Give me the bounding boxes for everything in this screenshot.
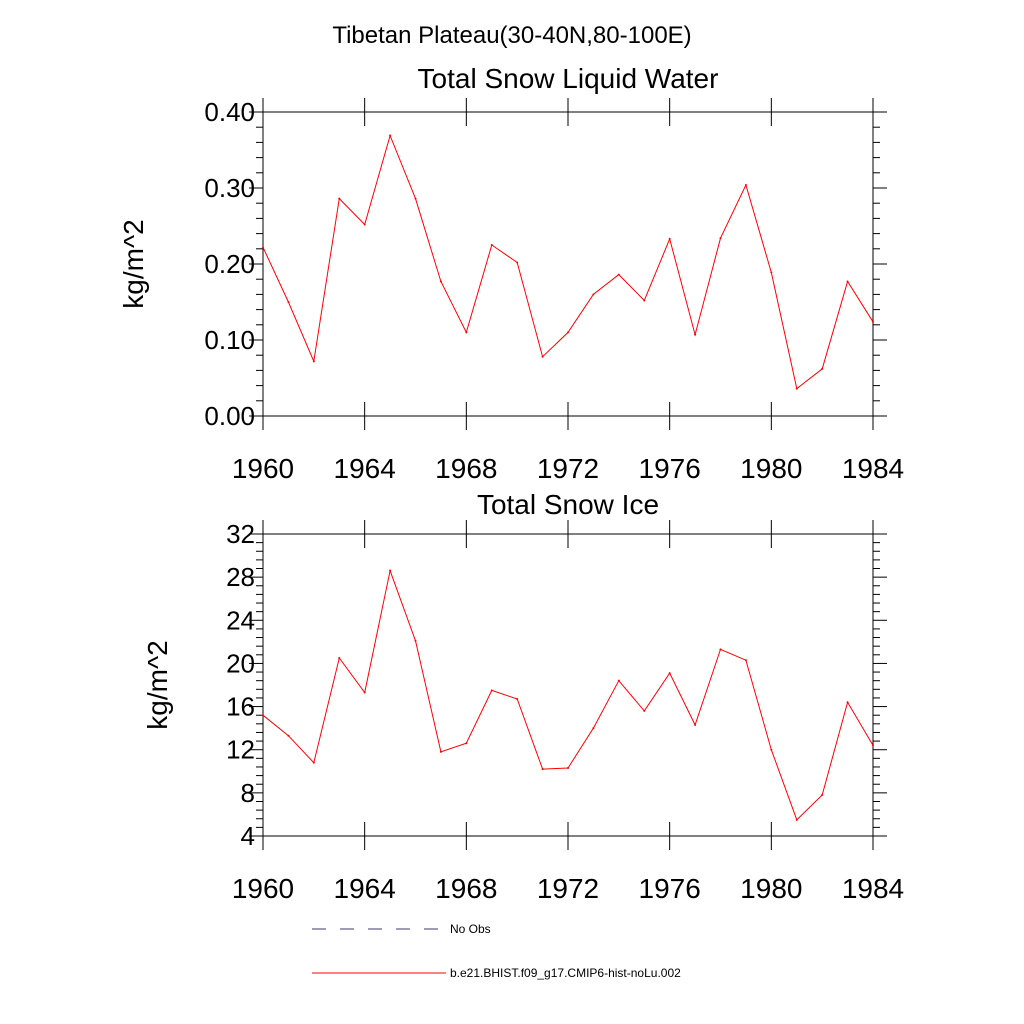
data-point: [414, 639, 417, 642]
data-point: [490, 244, 493, 246]
data-point: [821, 367, 824, 370]
data-point: [363, 691, 366, 694]
y-tick-label: 12: [226, 735, 255, 765]
y-axis-label: kg/m^2: [142, 640, 173, 729]
x-tick-label: 1980: [740, 453, 802, 484]
y-axis-label: kg/m^2: [118, 219, 149, 308]
x-tick-label: 1964: [334, 873, 396, 904]
data-point: [617, 273, 620, 276]
data-point: [490, 689, 493, 692]
data-point: [287, 301, 290, 303]
y-tick-label: 32: [226, 519, 255, 549]
data-point: [719, 648, 722, 651]
data-point: [744, 659, 747, 662]
data-point: [414, 197, 417, 200]
y-tick-label: 0.30: [204, 173, 255, 203]
data-point: [668, 672, 671, 675]
x-tick-label: 1960: [232, 453, 294, 484]
y-tick-label: 28: [226, 562, 255, 592]
data-point: [668, 237, 671, 240]
data-point: [439, 280, 442, 283]
data-point: [389, 569, 392, 572]
data-point: [541, 355, 544, 358]
chart-title: Total Snow Liquid Water: [418, 63, 719, 94]
x-tick-label: 1972: [537, 873, 599, 904]
y-tick-label: 16: [226, 692, 255, 722]
y-tick-label: 0.00: [204, 401, 255, 431]
y-tick-label: 0.10: [204, 325, 255, 355]
data-point: [567, 767, 569, 770]
data-point: [262, 246, 264, 249]
x-tick-label: 1976: [639, 873, 701, 904]
data-point: [795, 387, 798, 390]
data-point: [465, 742, 468, 745]
x-tick-label: 1980: [740, 873, 802, 904]
y-tick-label: 8: [241, 778, 255, 808]
data-point: [465, 331, 468, 334]
data-point: [439, 750, 442, 753]
y-tick-label: 24: [226, 605, 255, 635]
x-tick-label: 1984: [842, 873, 904, 904]
data-point: [338, 657, 341, 660]
y-tick-label: 20: [226, 648, 255, 678]
data-point: [770, 271, 773, 274]
legend-label: No Obs: [450, 922, 491, 936]
series-line: [262, 568, 874, 821]
data-point: [795, 818, 798, 821]
x-tick-label: 1968: [435, 453, 497, 484]
data-point: [872, 744, 874, 747]
data-point: [516, 698, 519, 701]
y-tick-label: 0.40: [204, 97, 255, 127]
data-point: [643, 299, 646, 302]
legend-label: b.e21.BHIST.f09_g17.CMIP6-hist-noLu.002: [450, 966, 681, 980]
chart-panel-liquid-water: Total Snow Liquid Water kg/m^2 1960 1964 196…: [118, 63, 904, 484]
plot-frame: [262, 533, 874, 837]
data-point: [846, 280, 849, 283]
data-point: [643, 709, 646, 712]
data-point: [846, 701, 849, 704]
x-tick-label: 1984: [842, 453, 904, 484]
series-line: [262, 134, 874, 390]
x-tick-label: 1960: [232, 873, 294, 904]
x-tick-label: 1976: [639, 453, 701, 484]
data-point: [363, 223, 366, 226]
data-point: [592, 727, 595, 730]
data-point: [312, 761, 315, 764]
data-point: [719, 237, 722, 240]
data-point: [694, 333, 697, 336]
data-point: [287, 734, 290, 737]
data-point: [541, 768, 544, 771]
plot-frame: [262, 111, 874, 417]
data-point: [338, 197, 341, 200]
data-point: [567, 331, 569, 334]
chart-title: Total Snow Ice: [477, 489, 659, 520]
data-point: [770, 748, 773, 751]
legend: No Obs b.e21.BHIST.f09_g17.CMIP6-hist-noL…: [312, 922, 681, 980]
data-point: [694, 723, 697, 726]
x-tick-label: 1968: [435, 873, 497, 904]
y-tick-label: 0.20: [204, 249, 255, 279]
data-point: [389, 134, 392, 137]
data-point: [262, 714, 264, 717]
y-tick-label: 4: [241, 821, 255, 851]
chart-panel-snow-ice: Total Snow Ice kg/m^2 1960 1964 1968 1972 1976…: [142, 489, 904, 904]
data-point: [821, 794, 824, 797]
data-point: [592, 293, 595, 296]
page-title: Tibetan Plateau(30-40N,80-100E): [332, 22, 691, 49]
x-tick-label: 1964: [334, 453, 396, 484]
data-point: [516, 261, 519, 264]
data-point: [312, 360, 315, 363]
x-tick-label: 1972: [537, 453, 599, 484]
data-point: [744, 183, 747, 186]
data-point: [617, 679, 620, 682]
data-point: [872, 320, 874, 323]
